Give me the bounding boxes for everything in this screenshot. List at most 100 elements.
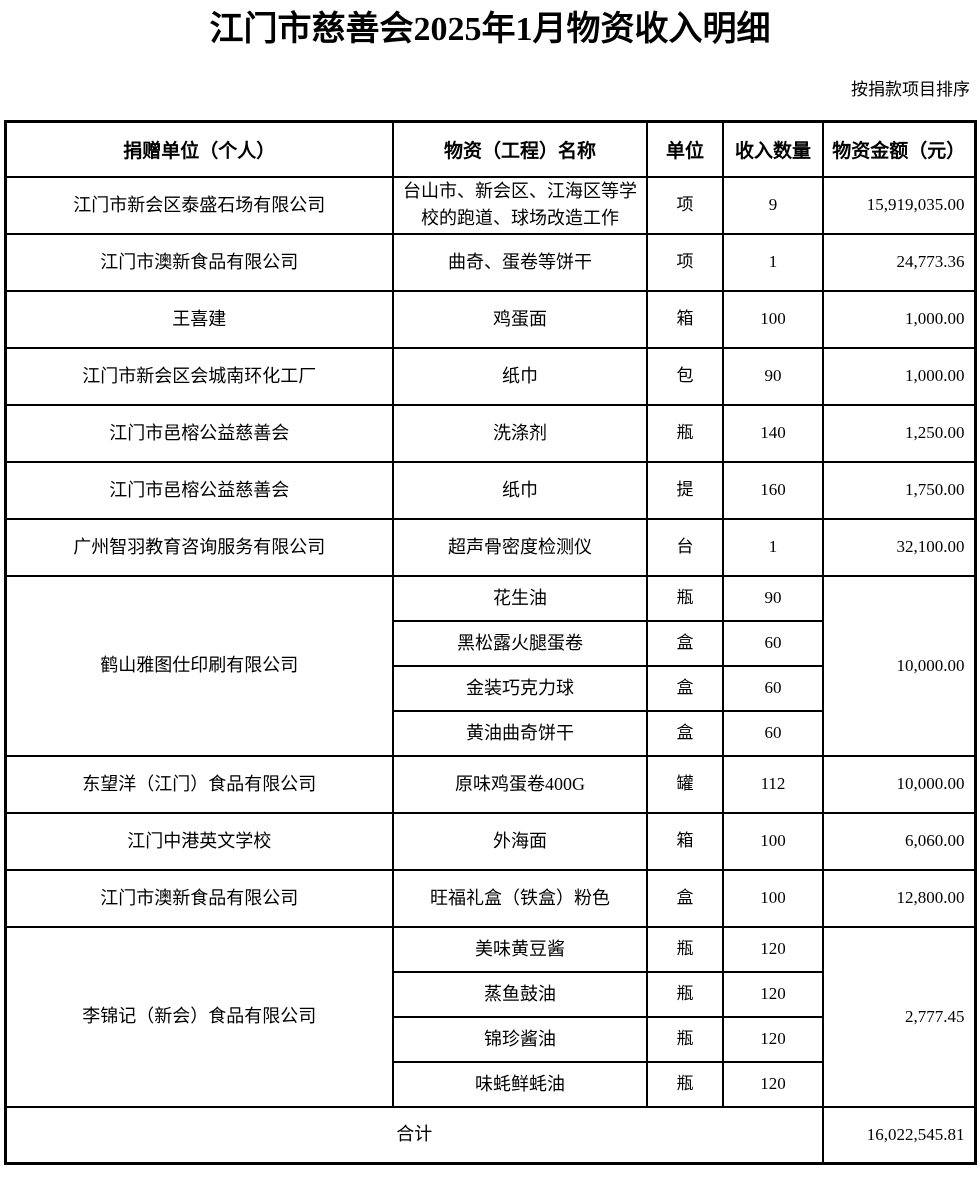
quantity-cell: 100 — [722, 868, 824, 928]
quantity-cell: 1 — [722, 232, 824, 292]
item-cell: 旺福礼盒（铁盒）粉色 — [392, 868, 648, 928]
unit-cell: 台 — [646, 517, 724, 577]
unit-cell: 瓶 — [646, 970, 724, 1018]
total-label-cell: 合计 — [4, 1105, 824, 1165]
donor-cell: 江门市澳新食品有限公司 — [4, 232, 394, 292]
table-row: 蒸鱼鼓油瓶 120 — [5, 970, 975, 1018]
unit-cell: 项 — [646, 232, 724, 292]
item-cell: 黑松露火腿蛋卷 — [392, 619, 648, 667]
quantity-cell: 1 — [722, 517, 824, 577]
document-page: 江门市慈善会2025年1月物资收入明细 按捐款项目排序 捐赠单位（个人） 物资（工… — [0, 10, 980, 1166]
unit-cell: 瓶 — [646, 925, 724, 973]
item-cell: 洗涤剂 — [392, 403, 648, 463]
quantity-cell: 9 — [722, 175, 824, 235]
amount-cell: 16,022,545.81 — [822, 1105, 976, 1165]
table-row: 江门市澳新食品有限公司 曲奇、蛋卷等饼干项 1 24,773.36 — [4, 232, 976, 292]
unit-cell: 瓶 — [646, 574, 724, 622]
amount-cell: 2,777.45 — [822, 925, 976, 1108]
item-cell: 曲奇、蛋卷等饼干 — [392, 232, 648, 292]
table-row: 王喜建 鸡蛋面箱 100 1,000.00 — [4, 289, 976, 349]
table-row: 鹤山雅图仕印刷有限公司 花生油瓶 90 10,000.00 — [4, 574, 976, 757]
item-cell: 超声骨密度检测仪 — [392, 517, 648, 577]
table-row: 江门中港英文学校 外海面箱 100 6,060.00 — [4, 811, 976, 871]
quantity-cell: 120 — [722, 925, 824, 973]
donor-cell: 李锦记（新会）食品有限公司 — [4, 925, 394, 1108]
quantity-cell: 60 — [722, 664, 824, 712]
table-row: 金装巧克力球盒 60 — [5, 664, 975, 712]
unit-cell: 罐 — [646, 754, 724, 814]
donor-cell: 江门市新会区泰盛石场有限公司 — [4, 175, 394, 235]
donor-cell: 鹤山雅图仕印刷有限公司 — [4, 574, 394, 757]
item-cell: 花生油 — [392, 574, 648, 622]
table-row: 江门市邑榕公益慈善会 洗涤剂瓶 140 1,250.00 — [4, 403, 976, 463]
unit-cell: 项 — [646, 175, 724, 235]
item-cell: 金装巧克力球 — [392, 664, 648, 712]
donor-cell: 东望洋（江门）食品有限公司 — [4, 754, 394, 814]
donor-cell: 江门市邑榕公益慈善会 — [4, 460, 394, 520]
unit-cell: 瓶 — [646, 403, 724, 463]
header-cell-amount: 物资金额（元） — [822, 120, 976, 178]
item-cell: 鸡蛋面 — [392, 289, 648, 349]
quantity-cell: 60 — [722, 619, 824, 667]
table-row: 东望洋（江门）食品有限公司 原味鸡蛋卷400G 罐 112 10,000.00 — [4, 754, 976, 814]
item-cell: 原味鸡蛋卷400G — [392, 754, 648, 814]
item-cell: 纸巾 — [392, 460, 648, 520]
table-row: 味蚝鲜蚝油瓶 120 — [5, 1060, 975, 1108]
quantity-cell: 60 — [722, 709, 824, 757]
unit-cell: 瓶 — [646, 1060, 724, 1108]
table-row: 锦珍酱油瓶 120 — [5, 1015, 975, 1063]
unit-cell: 盒 — [646, 619, 724, 667]
quantity-cell: 100 — [722, 289, 824, 349]
amount-cell: 24,773.36 — [822, 232, 976, 292]
quantity-cell: 120 — [722, 970, 824, 1018]
table-row: 黑松露火腿蛋卷盒 60 — [5, 619, 975, 667]
header-cell-donor: 捐赠单位（个人） — [4, 120, 394, 178]
quantity-cell: 140 — [722, 403, 824, 463]
item-cell: 蒸鱼鼓油 — [392, 970, 648, 1018]
quantity-cell: 100 — [722, 811, 824, 871]
item-cell: 纸巾 — [392, 346, 648, 406]
unit-cell: 箱 — [646, 289, 724, 349]
donor-cell: 江门中港英文学校 — [4, 811, 394, 871]
amount-cell: 6,060.00 — [822, 811, 976, 871]
item-cell: 锦珍酱油 — [392, 1015, 648, 1063]
item-cell: 美味黄豆酱 — [392, 925, 648, 973]
amount-cell: 12,800.00 — [822, 868, 976, 928]
donor-cell: 江门市新会区会城南环化工厂 — [4, 346, 394, 406]
amount-cell: 1,250.00 — [822, 403, 976, 463]
quantity-cell: 90 — [722, 574, 824, 622]
quantity-cell: 160 — [722, 460, 824, 520]
sort-note: 按捐款项目排序 — [851, 79, 970, 99]
table-row: 李锦记（新会）食品有限公司 美味黄豆酱瓶 120 2,777.45 — [4, 925, 976, 1108]
quantity-cell: 120 — [722, 1015, 824, 1063]
total-row: 合计 16,022,545.81 — [4, 1105, 976, 1165]
quantity-cell: 120 — [722, 1060, 824, 1108]
unit-cell: 瓶 — [646, 1015, 724, 1063]
quantity-cell: 112 — [722, 754, 824, 814]
unit-cell: 盒 — [646, 709, 724, 757]
quantity-cell: 90 — [722, 346, 824, 406]
unit-cell: 包 — [646, 346, 724, 406]
header-cell-quantity: 收入数量 — [722, 120, 824, 178]
amount-cell: 32,100.00 — [822, 517, 976, 577]
table-row: 江门市新会区泰盛石场有限公司 台山市、新会区、江海区等学校的跑道、球场改造工作项 9… — [4, 175, 976, 235]
header-cell-item: 物资（工程）名称 — [392, 120, 648, 178]
item-cell: 台山市、新会区、江海区等学校的跑道、球场改造工作 — [392, 175, 648, 235]
unit-cell: 盒 — [646, 868, 724, 928]
donor-cell: 江门市澳新食品有限公司 — [4, 868, 394, 928]
donor-cell: 王喜建 — [4, 289, 394, 349]
table-row: 黄油曲奇饼干盒 60 — [5, 709, 975, 757]
amount-cell: 10,000.00 — [822, 754, 976, 814]
table-body: 江门市新会区泰盛石场有限公司 台山市、新会区、江海区等学校的跑道、球场改造工作项 9… — [4, 175, 976, 1165]
amount-cell: 1,750.00 — [822, 460, 976, 520]
amount-cell: 1,000.00 — [822, 289, 976, 349]
table-row: 江门市邑榕公益慈善会 纸巾提 160 1,750.00 — [4, 460, 976, 520]
page-title: 江门市慈善会2025年1月物资收入明细 — [209, 11, 771, 48]
unit-cell: 提 — [646, 460, 724, 520]
item-cell: 味蚝鲜蚝油 — [392, 1060, 648, 1108]
amount-cell: 10,000.00 — [822, 574, 976, 757]
header-cell-unit: 单位 — [646, 120, 724, 178]
table-row: 广州智羽教育咨询服务有限公司 超声骨密度检测仪台 1 32,100.00 — [4, 517, 976, 577]
unit-cell: 盒 — [646, 664, 724, 712]
item-cell: 黄油曲奇饼干 — [392, 709, 648, 757]
